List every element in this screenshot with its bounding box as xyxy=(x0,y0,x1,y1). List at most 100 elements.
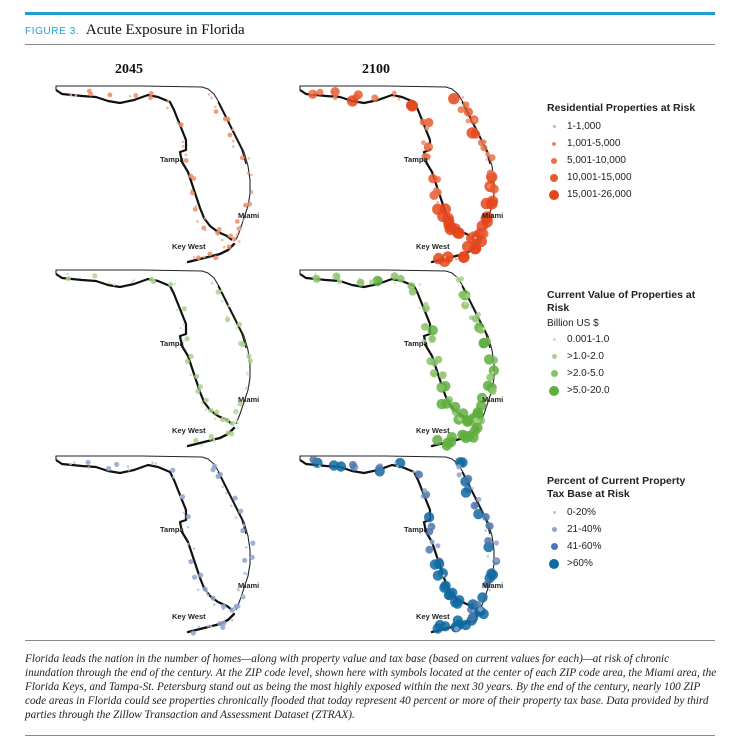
zip-symbol xyxy=(209,625,213,628)
zip-symbol xyxy=(482,327,485,331)
legend-symbol xyxy=(550,370,558,377)
zip-symbol xyxy=(190,190,195,196)
zip-symbol xyxy=(415,470,423,479)
zip-symbol xyxy=(213,109,219,114)
zip-symbol xyxy=(237,588,240,592)
zip-symbol xyxy=(192,574,198,580)
zip-symbol xyxy=(221,620,227,626)
zip-symbol xyxy=(432,570,444,581)
zip-symbol xyxy=(249,554,255,560)
zip-symbol xyxy=(225,315,229,319)
column-heading-2100: 2100 xyxy=(362,62,390,77)
zip-symbol xyxy=(200,401,203,405)
zip-symbol xyxy=(188,559,194,565)
legend-label: 1-1,000 xyxy=(567,121,601,132)
zip-symbol xyxy=(206,624,210,628)
zip-symbol xyxy=(422,488,428,494)
legend-item: 15,001-26,000 xyxy=(547,186,717,203)
zip-symbol xyxy=(215,289,221,295)
city-label-key-west: Key West xyxy=(172,242,206,251)
legend-symbol xyxy=(551,527,557,532)
zip-symbol xyxy=(396,274,405,283)
zip-symbol xyxy=(423,512,435,523)
zip-symbol xyxy=(330,87,340,97)
zip-symbol xyxy=(466,127,478,139)
zip-symbol xyxy=(131,280,134,283)
zip-symbol xyxy=(478,338,489,349)
zip-symbol xyxy=(246,353,252,359)
zip-symbol xyxy=(245,546,248,549)
city-label-miami: Miami xyxy=(482,211,503,220)
map-panel-r3-c1: Tampa Miami Key West xyxy=(54,454,259,636)
zip-symbol xyxy=(238,508,244,514)
zip-symbol xyxy=(419,118,427,126)
zip-symbol xyxy=(182,323,185,326)
zip-symbol xyxy=(456,472,462,478)
zip-symbol xyxy=(396,465,399,468)
zip-symbol xyxy=(225,116,231,122)
zip-symbol xyxy=(397,97,401,101)
top-accent-bar xyxy=(25,12,715,15)
zip-symbol xyxy=(188,353,194,359)
zip-symbol xyxy=(391,90,397,96)
zip-symbol xyxy=(372,275,383,287)
legend-label: 21-40% xyxy=(567,524,602,535)
city-label-tampa: Tampa xyxy=(160,525,184,534)
zip-symbol xyxy=(245,371,249,375)
zip-symbol xyxy=(247,374,250,377)
zip-symbol xyxy=(181,145,185,148)
zip-symbol xyxy=(188,173,194,179)
city-label-tampa: Tampa xyxy=(404,155,428,164)
zip-symbol xyxy=(87,466,90,469)
zip-symbol xyxy=(421,322,429,331)
zip-symbol xyxy=(133,93,139,98)
zip-symbol xyxy=(448,93,460,105)
zip-symbol xyxy=(309,89,315,95)
legend-items: 1-1,000 1,001-5,000 5,001-10,000 10,001-15,… xyxy=(547,118,717,203)
zip-symbol xyxy=(314,272,317,276)
zip-symbol xyxy=(454,626,460,632)
legend-item: >1.0-2.0 xyxy=(547,348,717,365)
zip-symbol xyxy=(221,603,227,609)
zip-symbol xyxy=(250,191,254,194)
zip-symbol xyxy=(460,619,471,631)
legend-symbol xyxy=(550,173,558,182)
zip-symbol xyxy=(186,542,190,546)
zip-symbol xyxy=(428,143,433,149)
city-label-miami: Miami xyxy=(482,581,503,590)
zip-symbol xyxy=(242,524,246,527)
city-label-miami: Miami xyxy=(238,581,259,590)
zip-symbol xyxy=(465,118,471,124)
zip-symbol xyxy=(229,504,233,508)
zip-symbol xyxy=(316,88,324,96)
zip-symbol xyxy=(488,589,491,592)
zip-symbol xyxy=(73,461,76,464)
column-heading-2045: 2045 xyxy=(115,62,143,77)
zip-symbol xyxy=(168,281,174,287)
legend-item: >60% xyxy=(547,555,717,572)
zip-symbol xyxy=(471,487,475,490)
zip-symbol xyxy=(227,132,233,138)
zip-symbol xyxy=(429,369,438,378)
zip-symbol xyxy=(353,90,363,100)
legend-symbol xyxy=(552,125,556,128)
zip-symbol xyxy=(441,398,452,409)
zip-symbol xyxy=(418,306,421,309)
city-label-miami: Miami xyxy=(238,395,259,404)
zip-symbol xyxy=(473,409,484,420)
zip-symbol xyxy=(217,621,223,627)
zip-symbol xyxy=(216,227,222,232)
zip-symbol xyxy=(485,151,490,157)
zip-symbol xyxy=(453,227,465,239)
zip-symbol xyxy=(236,321,243,327)
zip-symbol xyxy=(481,211,493,223)
zip-symbol xyxy=(434,558,445,570)
legend-item: >5.0-20.0 xyxy=(547,382,717,399)
city-label-key-west: Key West xyxy=(172,612,206,621)
zip-symbol xyxy=(182,511,186,514)
zip-symbol xyxy=(405,99,418,112)
zip-symbol xyxy=(226,244,232,250)
city-label-key-west: Key West xyxy=(172,426,206,435)
legend-title: Current Value of Properties at Risk xyxy=(547,289,696,314)
